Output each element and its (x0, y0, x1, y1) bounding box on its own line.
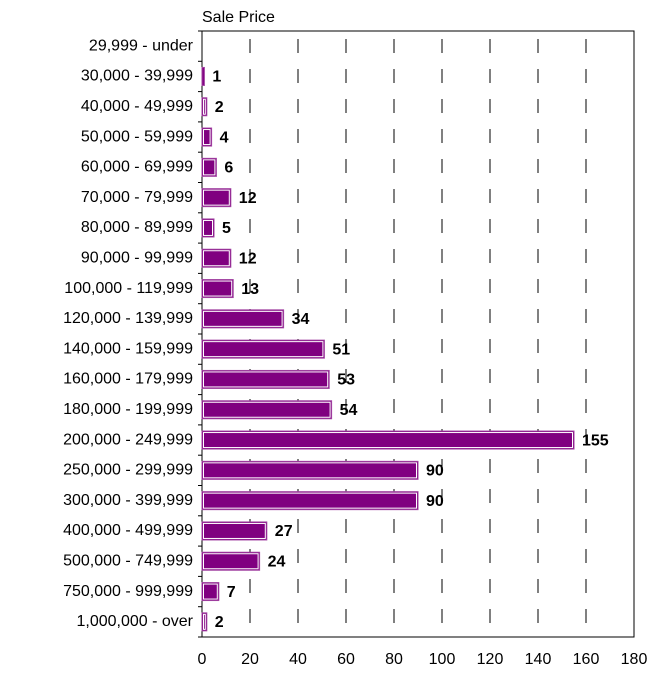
x-tick-label: 120 (477, 651, 504, 668)
bar (201, 309, 285, 329)
bar (201, 339, 325, 359)
bar-highlight (203, 553, 259, 570)
x-tick-label: 180 (621, 651, 648, 668)
y-tick-label: 120,000 - 139,999 (63, 310, 193, 327)
bar (201, 97, 208, 117)
y-tick-label: 750,000 - 999,999 (63, 583, 193, 600)
value-label: 53 (337, 372, 355, 389)
bar (201, 188, 232, 208)
y-tick-label: 50,000 - 59,999 (81, 128, 193, 145)
bar (201, 491, 419, 511)
value-label: 5 (222, 220, 231, 237)
value-label: 90 (426, 493, 444, 510)
bar (201, 582, 220, 602)
value-label: 2 (215, 614, 224, 631)
y-tick-label: 90,000 - 99,999 (81, 249, 193, 266)
value-label: 1 (212, 69, 221, 86)
bar-highlight (203, 219, 213, 236)
chart-title: Sale Price (202, 9, 275, 26)
value-label: 4 (220, 129, 229, 146)
y-tick-label: 30,000 - 39,999 (81, 68, 193, 85)
bar-highlight (203, 98, 206, 115)
value-label: 54 (340, 402, 358, 419)
bar (201, 551, 261, 571)
bar (201, 400, 333, 420)
x-tick-label: 40 (289, 651, 307, 668)
bar (201, 369, 330, 389)
value-label: 24 (268, 553, 286, 570)
value-label: 12 (239, 190, 257, 207)
x-tick-label: 60 (337, 651, 355, 668)
value-label: 90 (426, 463, 444, 480)
bar-highlight (203, 280, 233, 297)
value-label: 7 (227, 584, 236, 601)
value-label: 12 (239, 250, 257, 267)
bar-highlight (203, 250, 230, 267)
bar-highlight (203, 432, 573, 449)
bar-highlight (203, 492, 417, 509)
y-tick-label: 80,000 - 89,999 (81, 219, 193, 236)
bar (201, 157, 217, 177)
bar (201, 430, 575, 450)
bar (201, 248, 232, 268)
value-label: 6 (224, 160, 233, 177)
y-tick-label: 250,000 - 299,999 (63, 462, 193, 479)
x-tick-label: 100 (429, 651, 456, 668)
x-tick-label: 0 (198, 651, 207, 668)
y-tick-label: 1,000,000 - over (76, 613, 193, 630)
x-tick-label: 20 (241, 651, 259, 668)
bar-highlight (203, 341, 324, 358)
x-tick-label: 140 (525, 651, 552, 668)
y-tick-label: 180,000 - 199,999 (63, 401, 193, 418)
y-tick-label: 70,000 - 79,999 (81, 189, 193, 206)
y-tick-label: 160,000 - 179,999 (63, 371, 193, 388)
bar (201, 460, 419, 480)
bar-highlight (203, 189, 230, 206)
y-tick-label: 60,000 - 69,999 (81, 159, 193, 176)
y-tick-label: 100,000 - 119,999 (64, 280, 193, 297)
plot-border (201, 30, 635, 638)
bar-highlight (203, 129, 211, 146)
value-label: 2 (215, 99, 224, 116)
bar-highlight (203, 583, 218, 600)
x-tick-label: 160 (573, 651, 600, 668)
y-tick-label: 29,999 - under (89, 37, 194, 54)
bar-highlight (203, 462, 417, 479)
value-label: 34 (292, 311, 310, 328)
bar-highlight (203, 401, 331, 418)
bar (201, 66, 205, 86)
bar (201, 279, 234, 299)
y-tick-label: 40,000 - 49,999 (81, 98, 193, 115)
bar-highlight (203, 159, 216, 176)
value-label: 27 (275, 523, 293, 540)
bar-highlight (203, 310, 283, 327)
y-tick-label: 200,000 - 249,999 (63, 431, 193, 448)
bar (201, 521, 268, 541)
y-tick-label: 140,000 - 159,999 (63, 340, 193, 357)
value-label: 51 (332, 341, 350, 358)
value-label: 155 (582, 432, 609, 449)
bar-highlight (203, 522, 266, 539)
y-tick-label: 500,000 - 749,999 (63, 552, 193, 569)
y-tick-label: 300,000 - 399,999 (63, 492, 193, 509)
value-label: 13 (241, 281, 259, 298)
x-tick-label: 80 (385, 651, 403, 668)
bar (201, 612, 208, 632)
bar (201, 127, 213, 147)
bar (201, 218, 215, 238)
y-tick-label: 400,000 - 499,999 (63, 522, 193, 539)
bar-highlight (203, 371, 329, 388)
bar-highlight (203, 613, 206, 630)
